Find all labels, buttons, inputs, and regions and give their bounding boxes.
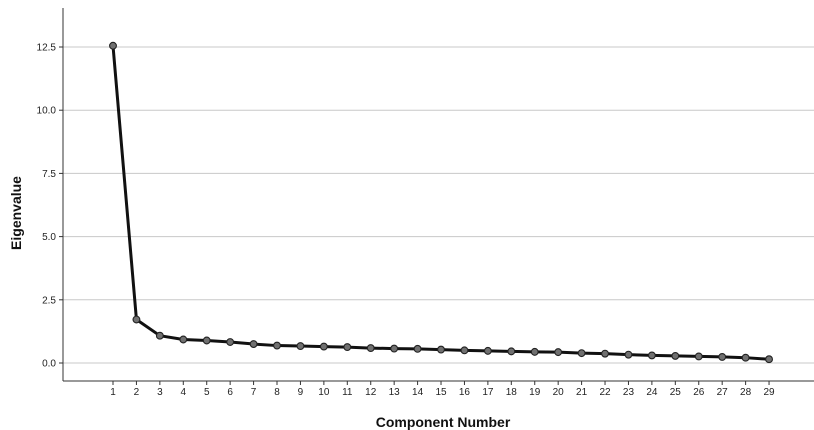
data-point	[437, 345, 445, 354]
x-tick-label: 27	[717, 387, 729, 398]
x-tick-label: 8	[274, 387, 280, 398]
y-tick-label: 0.0	[42, 359, 56, 370]
data-point	[577, 349, 586, 358]
x-tick-label: 6	[227, 387, 233, 398]
data-point	[109, 41, 117, 50]
data-point	[202, 336, 211, 345]
y-axis-title: Eigenvalue	[8, 176, 24, 250]
x-tick-label: 23	[623, 387, 635, 398]
y-ticks: 0.0 2.5 5.0 7.5 10.0 12.5	[37, 43, 63, 370]
x-tick-label: 1	[110, 387, 116, 398]
y-tick-label: 5.0	[42, 232, 56, 243]
y-tick-label: 7.5	[42, 169, 56, 180]
data-point	[671, 351, 680, 360]
x-tick-label: 7	[251, 387, 257, 398]
data-point	[601, 349, 609, 358]
data-point	[554, 348, 563, 357]
x-tick-label: 25	[670, 387, 682, 398]
x-tick-label: 21	[576, 387, 588, 398]
x-tick-label: 15	[435, 387, 447, 398]
x-tick-label: 3	[157, 387, 163, 398]
data-point	[296, 342, 305, 351]
x-tick-label: 9	[298, 387, 304, 398]
gridlines	[63, 46, 814, 364]
y-tick-label: 10.0	[37, 106, 57, 117]
x-ticks: 1 2 3 4 5 6 7 8 9 10 11 12 13 14 15 16 17 18 19 20 21 22 23 24 2…	[110, 381, 775, 398]
x-tick-label: 17	[482, 387, 494, 398]
data-point	[319, 342, 328, 351]
series	[109, 41, 773, 364]
data-point	[273, 341, 281, 350]
data-point	[741, 353, 750, 362]
axes	[62, 8, 814, 382]
x-tick-label: 24	[646, 387, 658, 398]
x-tick-label: 29	[763, 387, 775, 398]
x-tick-label: 14	[412, 387, 424, 398]
data-point	[179, 335, 188, 344]
x-tick-label: 12	[365, 387, 377, 398]
x-tick-label: 26	[693, 387, 705, 398]
x-tick-label: 4	[181, 387, 187, 398]
data-point	[460, 346, 469, 355]
x-tick-label: 10	[318, 387, 330, 398]
data-point	[366, 344, 375, 353]
data-point	[413, 344, 422, 353]
data-point	[226, 338, 235, 346]
x-tick-label: 16	[459, 387, 471, 398]
x-axis-title: Component Number	[376, 414, 511, 430]
x-tick-label: 13	[389, 387, 401, 398]
x-tick-label: 2	[134, 387, 140, 398]
data-point	[507, 347, 516, 356]
x-tick-label: 11	[342, 387, 353, 398]
y-tick-label: 2.5	[42, 295, 56, 306]
x-tick-label: 22	[599, 387, 611, 398]
data-point	[624, 350, 633, 359]
y-tick-label: 12.5	[37, 43, 57, 54]
data-point	[390, 344, 399, 353]
x-tick-label: 19	[529, 387, 541, 398]
data-point	[765, 355, 773, 364]
data-point	[694, 352, 703, 361]
x-tick-label: 5	[204, 387, 210, 398]
data-point	[647, 351, 656, 360]
x-tick-label: 20	[553, 387, 565, 398]
x-tick-label: 18	[506, 387, 518, 398]
data-point	[343, 343, 352, 352]
data-point	[132, 315, 141, 324]
data-point	[483, 346, 492, 355]
data-point	[530, 347, 539, 356]
series-line	[111, 44, 771, 361]
data-point	[718, 352, 727, 361]
x-tick-label: 28	[740, 387, 752, 398]
data-point	[249, 340, 258, 348]
data-point	[155, 331, 164, 340]
